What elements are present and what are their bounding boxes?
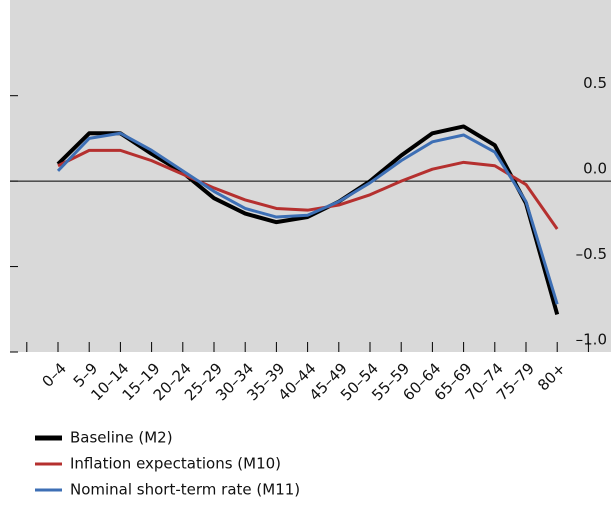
- y-tick-label: 0.5: [583, 74, 607, 92]
- legend-label: Inflation expectations (M10): [70, 455, 281, 473]
- y-tick-label: 0.0: [583, 160, 607, 178]
- y-tick-label: –0.5: [576, 245, 607, 263]
- series-line: [56, 131, 559, 305]
- series-line: [57, 148, 559, 230]
- legend-label: Nominal short-term rate (M11): [70, 481, 300, 499]
- x-tick-label: 80+: [534, 359, 569, 394]
- plot-background: [10, 0, 611, 352]
- y-tick-label: –1.0: [576, 331, 607, 349]
- series-line: [56, 124, 560, 315]
- x-tick-label: 0–4: [38, 359, 70, 391]
- legend-label: Baseline (M2): [70, 429, 173, 447]
